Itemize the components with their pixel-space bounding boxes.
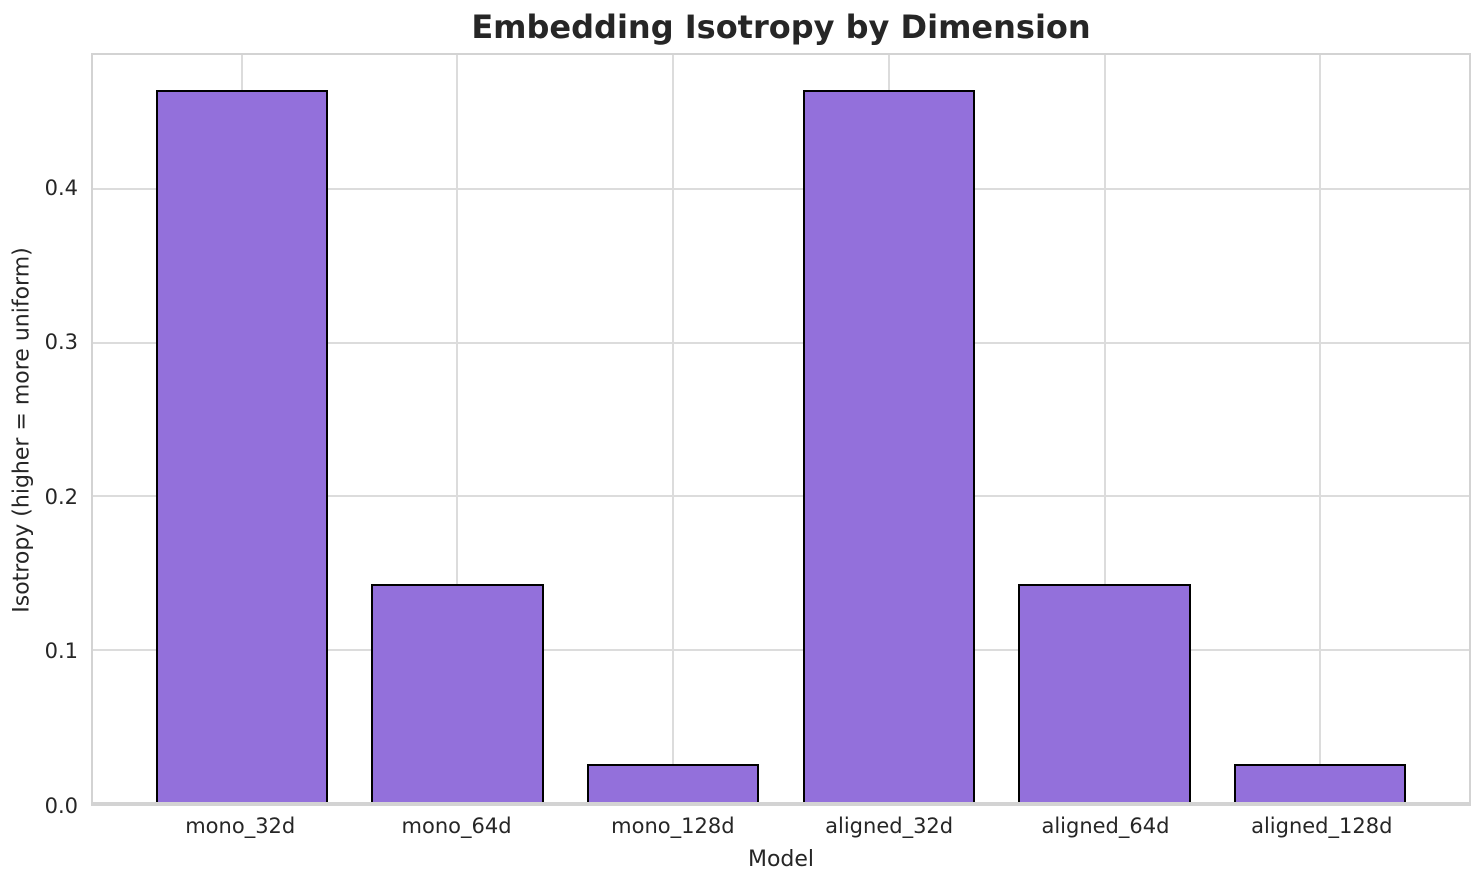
- gridline-x-aligned_64d: [1103, 55, 1106, 804]
- y-tick-label: 0.3: [44, 330, 78, 355]
- y-tick-label: 0.4: [44, 175, 78, 200]
- gridline-x-mono_64d: [456, 55, 459, 804]
- gridline-x-aligned_128d: [1319, 55, 1322, 804]
- y-tick-label: 0.0: [44, 794, 78, 818]
- x-tick-label: aligned_32d: [825, 814, 954, 838]
- bar-mono_32d: [155, 90, 329, 804]
- x-tick-label: mono_64d: [401, 814, 512, 838]
- bar-aligned_32d: [802, 90, 976, 804]
- y-axis-ticks: 0.0 0.1 0.2 0.3 0.4: [0, 53, 84, 818]
- gridline-x-mono_128d: [672, 55, 675, 804]
- bar-aligned_64d: [1018, 584, 1191, 804]
- x-axis-ticks: mono_32d mono_64d mono_128d aligned_32d alig…: [91, 814, 1471, 842]
- chart-title: Embedding Isotropy by Dimension: [471, 8, 1091, 46]
- bar-aligned_128d: [1233, 764, 1407, 804]
- y-tick-label: 0.2: [44, 484, 78, 509]
- gridline-y-0.3: [93, 341, 1469, 344]
- gridline-y-0.4: [93, 187, 1469, 190]
- x-tick-label: aligned_64d: [1041, 814, 1170, 838]
- x-axis-label: Model: [747, 847, 815, 872]
- gridline-y-0.2: [93, 495, 1469, 498]
- bar-mono_64d: [371, 584, 544, 804]
- gridline-y-0.1: [93, 649, 1469, 652]
- plot-area: [91, 53, 1471, 806]
- x-tick-label: aligned_128d: [1251, 814, 1393, 838]
- x-tick-label: mono_128d: [611, 814, 735, 838]
- x-tick-label: mono_32d: [185, 814, 296, 838]
- y-tick-label: 0.1: [44, 639, 78, 664]
- bar-mono_128d: [586, 764, 760, 804]
- x-axis-spine: [93, 802, 1469, 804]
